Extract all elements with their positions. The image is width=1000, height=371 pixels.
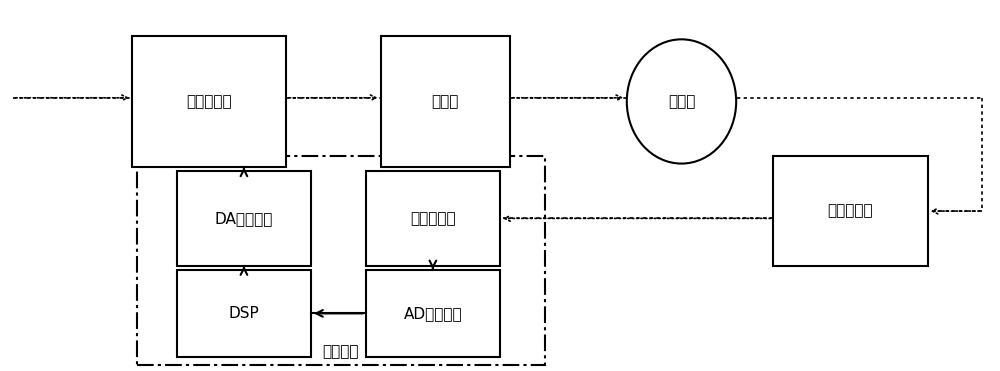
Text: DSP: DSP bbox=[229, 306, 259, 321]
Text: DA转换模块: DA转换模块 bbox=[215, 211, 273, 226]
Text: AD转换模块: AD转换模块 bbox=[404, 306, 462, 321]
FancyBboxPatch shape bbox=[177, 171, 311, 266]
FancyBboxPatch shape bbox=[177, 270, 311, 357]
FancyBboxPatch shape bbox=[773, 156, 928, 266]
FancyBboxPatch shape bbox=[132, 36, 286, 167]
Text: 电控组件: 电控组件 bbox=[323, 344, 359, 359]
Text: 可调衰减器: 可调衰减器 bbox=[828, 204, 873, 219]
FancyBboxPatch shape bbox=[366, 270, 500, 357]
Ellipse shape bbox=[627, 39, 736, 164]
Text: 分束器: 分束器 bbox=[668, 94, 695, 109]
Text: 起偏器: 起偏器 bbox=[432, 94, 459, 109]
Text: 光电探测器: 光电探测器 bbox=[410, 211, 456, 226]
FancyBboxPatch shape bbox=[366, 171, 500, 266]
FancyBboxPatch shape bbox=[381, 36, 510, 167]
Text: 偏振控制器: 偏振控制器 bbox=[186, 94, 232, 109]
